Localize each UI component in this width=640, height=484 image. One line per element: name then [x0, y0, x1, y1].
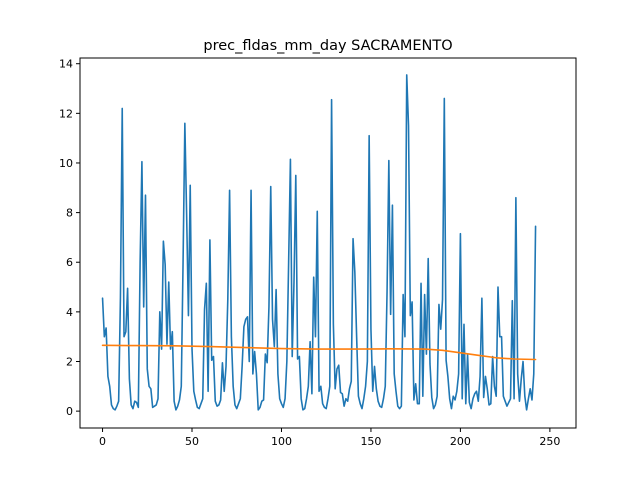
x-tick-label: 100: [271, 435, 292, 448]
y-tick-label: 8: [66, 207, 73, 220]
x-tick-label: 250: [539, 435, 560, 448]
x-tick-label: 50: [185, 435, 199, 448]
x-tick-label: 0: [99, 435, 106, 448]
y-axis: 0 2 4 6 8 10 12 14: [59, 58, 80, 418]
series-layer: [101, 74, 537, 411]
y-tick-label: 10: [59, 157, 73, 170]
y-tick-label: 6: [66, 256, 73, 269]
y-tick-label: 0: [66, 405, 73, 418]
plot-area-frame: [79, 57, 577, 429]
x-tick-label: 200: [450, 435, 471, 448]
series-line-1: [101, 74, 537, 411]
x-axis: 0 50 100 150 200 250: [99, 428, 560, 448]
series-line-2: [101, 344, 537, 361]
y-tick-label: 12: [59, 107, 73, 120]
x-tick-label: 150: [360, 435, 381, 448]
y-tick-label: 14: [59, 58, 73, 71]
y-tick-label: 2: [66, 355, 73, 368]
y-tick-label: 4: [66, 306, 73, 319]
chart-title: prec_fldas_mm_day SACRAMENTO: [203, 38, 452, 54]
